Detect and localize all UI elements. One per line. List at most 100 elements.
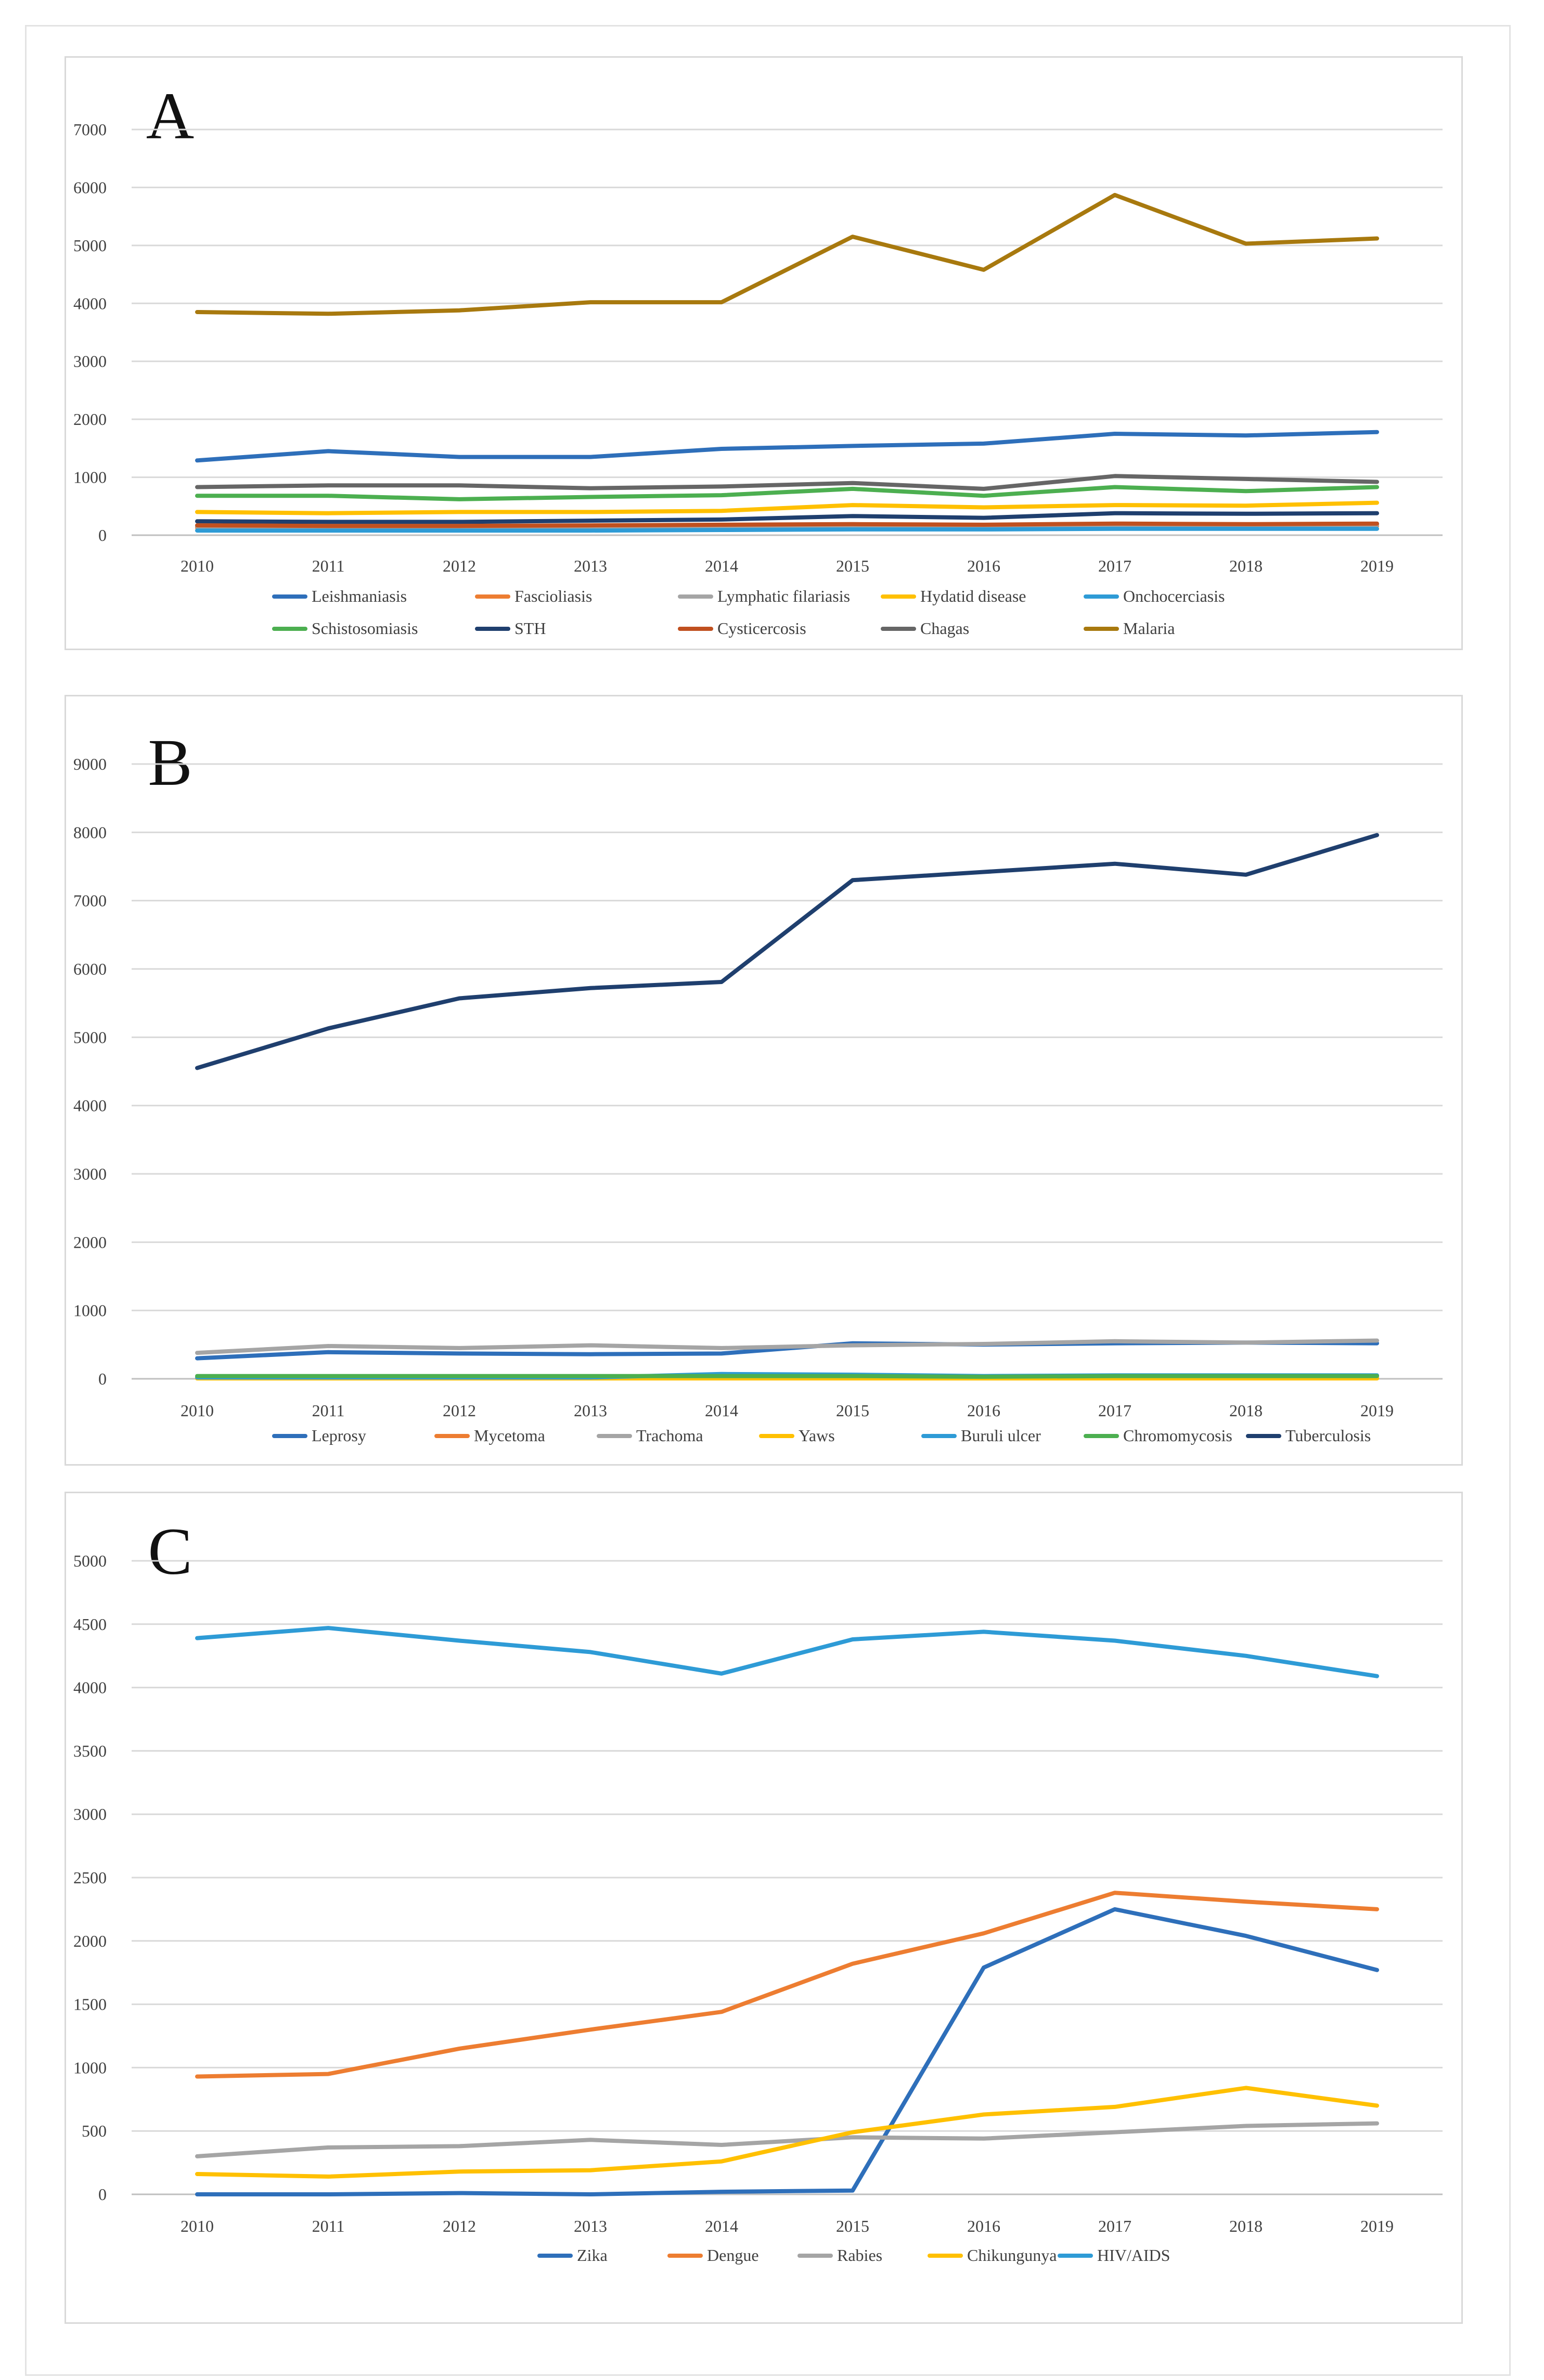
series-line-tuberculosis [195, 833, 1379, 1070]
series-line-hydatid-disease [195, 500, 1379, 515]
series-line-sth [195, 511, 1379, 524]
legend-label-hydatid-disease: Hydatid disease [920, 587, 1026, 605]
x-tick-label: 2013 [574, 1401, 607, 1420]
x-tick-label: 2014 [705, 1401, 738, 1420]
legend-label-schistosomiasis: Schistosomiasis [312, 619, 418, 638]
x-tick-label: 2018 [1229, 557, 1263, 575]
panel-letter: A [146, 79, 194, 153]
y-tick-label: 2000 [73, 1233, 107, 1251]
legend-label-fascioliasis: Fascioliasis [514, 587, 592, 605]
y-tick-label: 1000 [73, 2058, 107, 2077]
x-tick-label: 2011 [312, 1401, 345, 1420]
y-tick-label: 5000 [73, 1028, 107, 1046]
y-tick-label: 7000 [73, 891, 107, 910]
y-tick-label: 1000 [73, 468, 107, 487]
y-tick-label: 1500 [73, 1995, 107, 2014]
panel-letter: B [148, 726, 192, 799]
legend-label-mycetoma: Mycetoma [474, 1426, 545, 1445]
x-tick-label: 2013 [574, 2217, 607, 2235]
x-tick-label: 2011 [312, 557, 345, 575]
y-tick-label: 2000 [73, 410, 107, 429]
x-tick-label: 2015 [836, 557, 869, 575]
legend-label-yaws: Yaws [799, 1426, 835, 1445]
y-tick-label: 9000 [73, 755, 107, 773]
legend-label-leishmaniasis: Leishmaniasis [312, 587, 407, 605]
x-tick-label: 2018 [1229, 2217, 1263, 2235]
legend-label-chromomycosis: Chromomycosis [1123, 1426, 1232, 1445]
x-tick-label: 2010 [181, 1401, 214, 1420]
x-tick-label: 2017 [1098, 1401, 1131, 1420]
x-tick-label: 2011 [312, 2217, 345, 2235]
panel-letter: C [148, 1515, 192, 1588]
x-tick-label: 2015 [836, 1401, 869, 1420]
series-line-hiv-aids [195, 1626, 1379, 1678]
series-line-chromomycosis [195, 1374, 1379, 1379]
x-tick-label: 2017 [1098, 2217, 1131, 2235]
series-line-malaria [195, 192, 1379, 316]
series-line-zika [195, 1907, 1379, 2196]
series-line-onchocerciasis [195, 526, 1379, 533]
y-tick-label: 3000 [73, 352, 107, 371]
y-tick-label: 6000 [73, 960, 107, 978]
figure-frame [25, 25, 1511, 2376]
panel-a: A 0 1000 2000 3000 4000 5000 6000 7000 2010 2011 20… [65, 56, 1463, 650]
y-tick-label: 0 [98, 1369, 107, 1388]
legend-label-hiv-aids: HIV/AIDS [1097, 2246, 1170, 2265]
legend-label-trachoma: Trachoma [636, 1426, 703, 1445]
legend-label-zika: Zika [577, 2246, 608, 2265]
y-tick-label: 8000 [73, 823, 107, 842]
x-tick-label: 2018 [1229, 1401, 1263, 1420]
series-line-chagas [195, 474, 1379, 491]
y-tick-label: 4000 [73, 1096, 107, 1115]
legend-label-onchocerciasis: Onchocerciasis [1123, 587, 1225, 605]
y-tick-label: 500 [82, 2122, 107, 2140]
y-tick-label: 4000 [73, 294, 107, 313]
y-tick-label: 5000 [73, 236, 107, 255]
panel-c: C 0 500 1000 1500 2000 2500 3000 3500 4000 4500 500… [65, 1492, 1463, 2324]
y-tick-label: 3000 [73, 1805, 107, 1823]
y-tick-label: 7000 [73, 120, 107, 139]
y-tick-label: 5000 [73, 1551, 107, 1570]
chart-b: B 0 1000 2000 3000 4000 5000 6000 7000 8000 9000 20… [73, 726, 1443, 1445]
legend-label-chikungunya: Chikungunya [967, 2246, 1057, 2265]
x-tick-label: 2012 [443, 1401, 476, 1420]
x-tick-label: 2010 [181, 2217, 214, 2235]
series-line-chikungunya [195, 2086, 1379, 2179]
x-tick-label: 2017 [1098, 557, 1131, 575]
x-tick-label: 2010 [181, 557, 214, 575]
y-tick-label: 0 [98, 526, 107, 545]
legend-label-tuberculosis: Tuberculosis [1285, 1426, 1371, 1445]
y-tick-label: 0 [98, 2185, 107, 2204]
series-line-schistosomiasis [195, 485, 1379, 501]
x-tick-label: 2012 [443, 2217, 476, 2235]
series-line-rabies [195, 2121, 1379, 2158]
panel-b: B 0 1000 2000 3000 4000 5000 6000 7000 8000 9000 20… [65, 695, 1463, 1466]
x-tick-label: 2016 [967, 2217, 1000, 2235]
x-tick-label: 2012 [443, 557, 476, 575]
x-tick-label: 2014 [705, 2217, 738, 2235]
legend-label-rabies: Rabies [837, 2246, 882, 2265]
series-line-cysticercosis [195, 521, 1379, 528]
y-tick-label: 3500 [73, 1741, 107, 1760]
x-tick-label: 2016 [967, 557, 1000, 575]
y-tick-label: 4000 [73, 1678, 107, 1697]
x-tick-label: 2019 [1360, 1401, 1394, 1420]
series-line-leishmaniasis [195, 430, 1379, 463]
x-tick-label: 2019 [1360, 2217, 1394, 2235]
series-line-dengue [195, 1891, 1379, 2079]
chart-a: A 0 1000 2000 3000 4000 5000 6000 7000 2010 2011 20… [73, 79, 1443, 638]
legend-label-chagas: Chagas [920, 619, 969, 638]
y-tick-label: 2000 [73, 1932, 107, 1950]
chart-c: C 0 500 1000 1500 2000 2500 3000 3500 4000 4500 500… [73, 1515, 1443, 2265]
y-tick-label: 3000 [73, 1165, 107, 1183]
y-tick-label: 4500 [73, 1615, 107, 1634]
legend-label-cysticercosis: Cysticercosis [717, 619, 806, 638]
legend-label-leprosy: Leprosy [312, 1426, 366, 1445]
y-tick-label: 6000 [73, 178, 107, 197]
x-tick-label: 2013 [574, 557, 607, 575]
y-tick-label: 2500 [73, 1868, 107, 1887]
legend-label-lymphatic-filariasis: Lymphatic filariasis [717, 587, 850, 605]
legend-label-malaria: Malaria [1123, 619, 1175, 638]
x-tick-label: 2019 [1360, 557, 1394, 575]
legend-label-sth: STH [514, 619, 546, 638]
